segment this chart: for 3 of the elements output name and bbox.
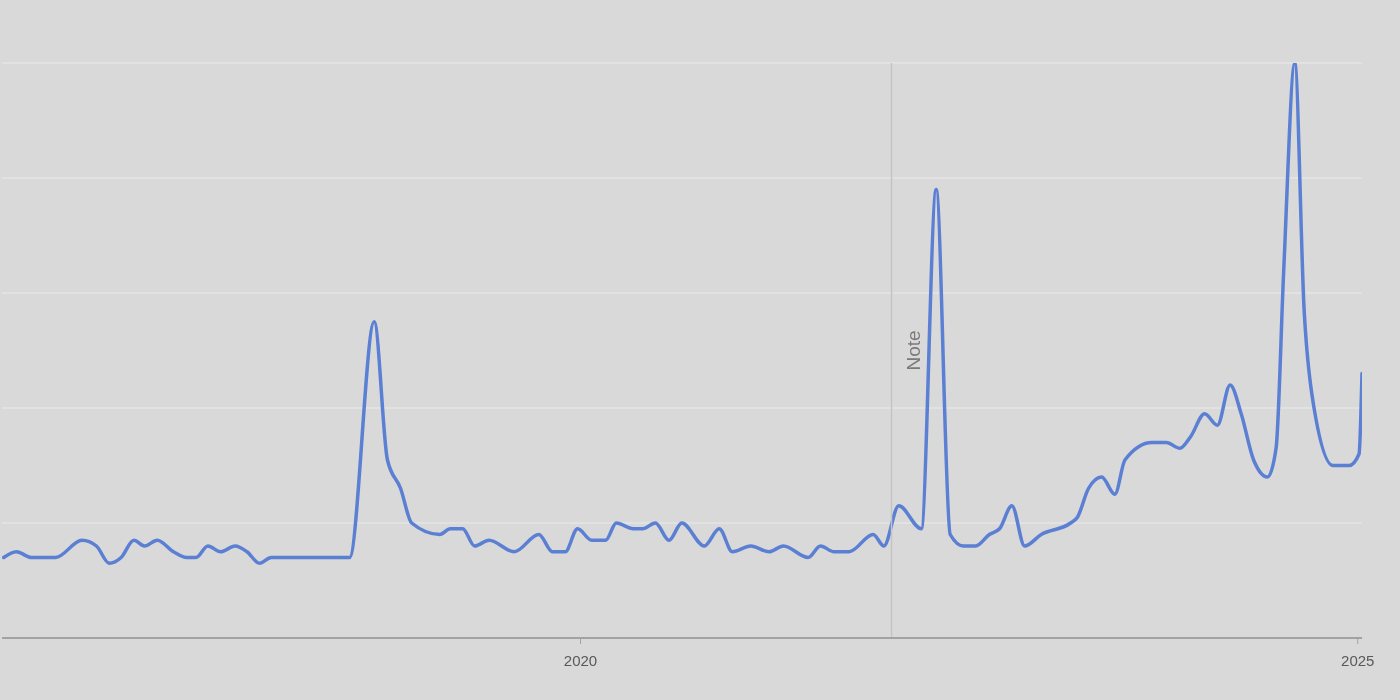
ref-line-label: Note bbox=[902, 330, 924, 371]
x-tick-label: 2020 bbox=[563, 651, 598, 669]
x-tick-label: 2025 bbox=[1341, 651, 1375, 669]
